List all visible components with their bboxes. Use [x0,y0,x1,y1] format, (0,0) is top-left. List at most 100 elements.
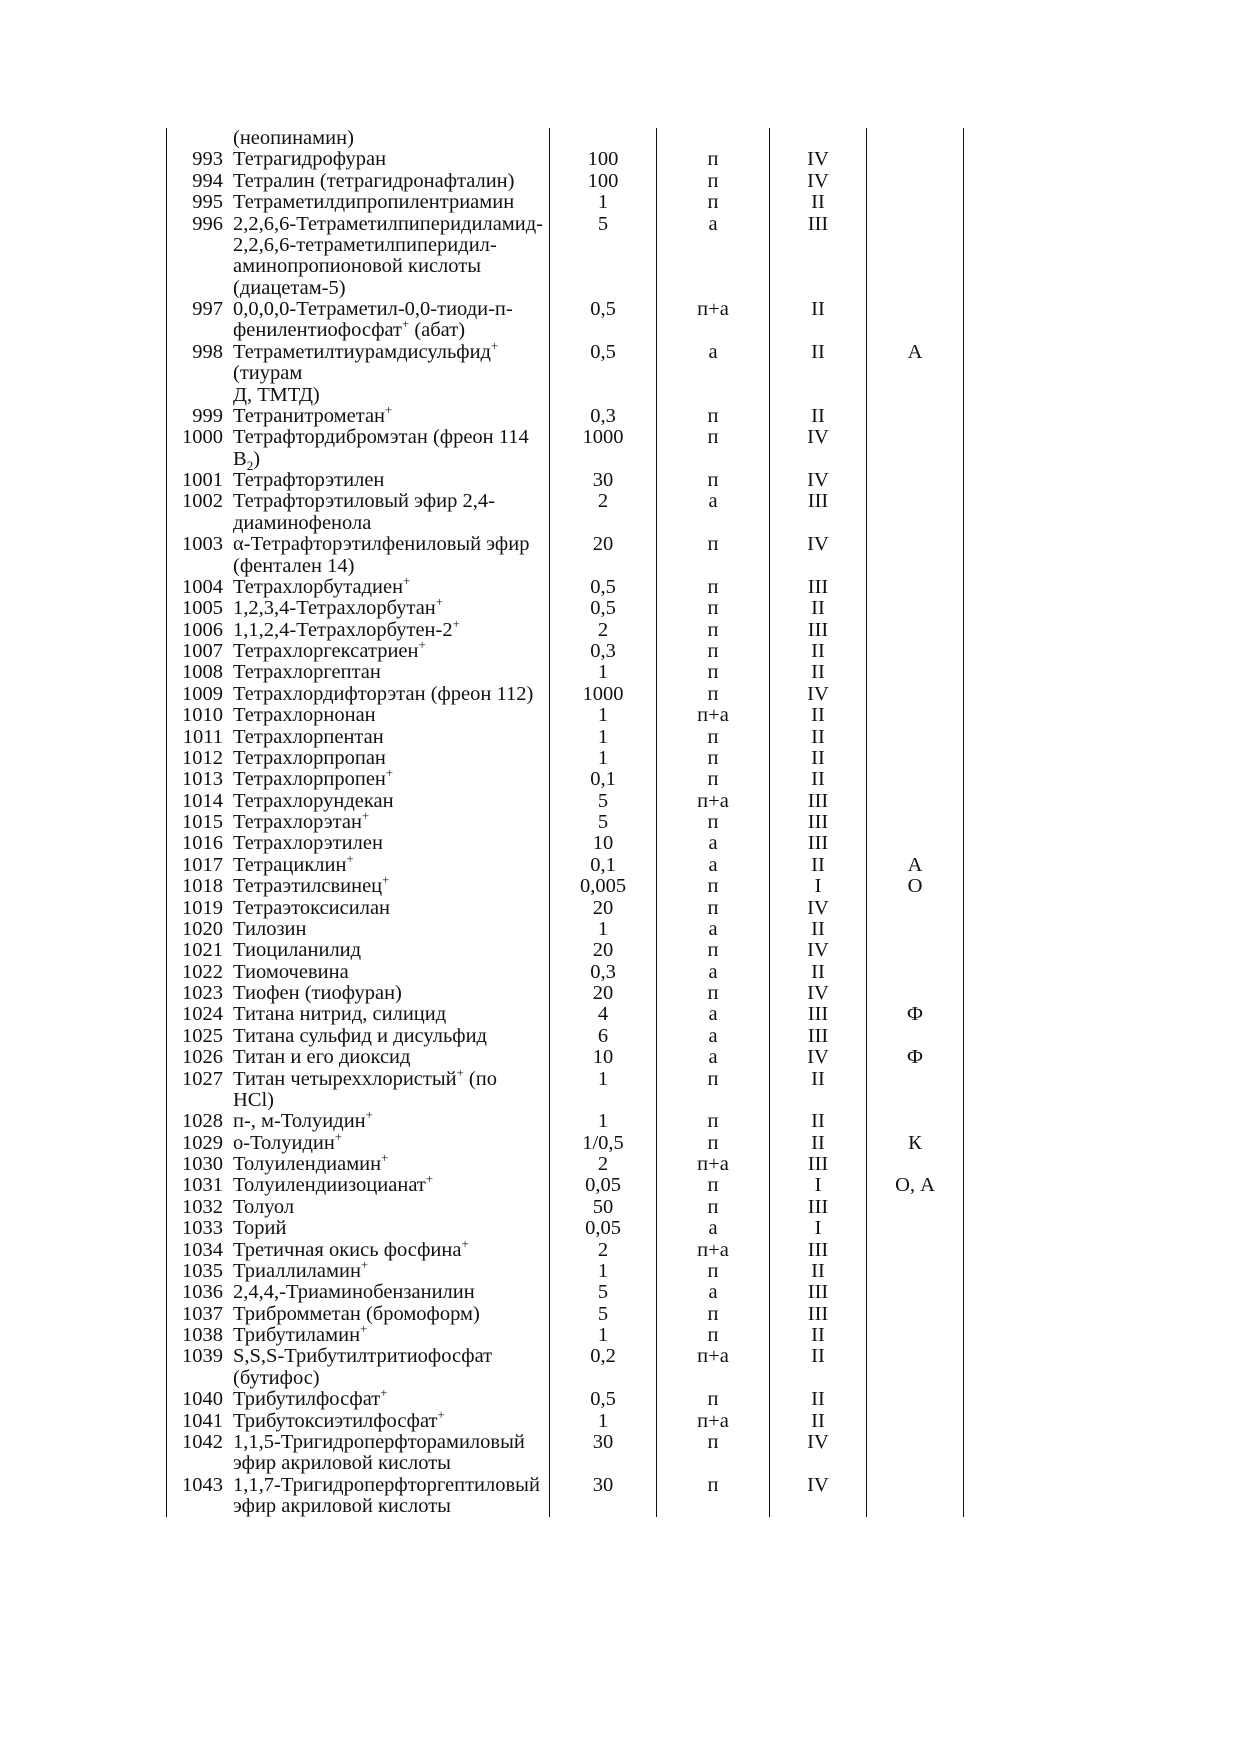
substance-name-line: фенилентиофосфат+ (абат) [233,317,466,342]
cell-mpc-value: 2 [549,491,657,535]
cell-number: 1038 [166,1324,231,1347]
cell-number: 1001 [166,469,231,492]
substance-name: Третичная окись фосфина+ [233,1237,543,1261]
cell-aggregate-state: п [656,683,770,706]
cell-hazard-class: IV [769,427,867,470]
cell-hazard-class: II [769,1346,867,1390]
cell-substance-name: Титан четыреххлористый+ (по HCl) [231,1066,550,1112]
cell-special-effect [866,213,964,299]
substance-name: α-Тетрафторэтилфениловый эфир (фентален 1… [233,533,543,577]
substance-name-line: Тетраметилтиурамдисульфид+ (тиурам [233,338,499,385]
cell-hazard-class: II [769,704,867,727]
table-row: 1006 1,1,2,4-Тетрахлорбутен-2+ 2 п III [166,616,964,641]
cell-mpc-value: 1 [549,1324,657,1347]
cell-special-effect [866,1025,964,1048]
substance-name-line: Тетрахлорэтан+ [233,809,370,833]
cell-substance-name: Тетрахлордифторэтан (фреон 112) [231,683,550,705]
cell-hazard-class: III [769,1196,867,1219]
cell-number: 999 [166,405,231,428]
substance-name-line: Тилозин [233,917,307,940]
cell-number: 1036 [166,1281,231,1304]
cell-special-effect [866,534,964,577]
cell-substance-name: Тетрахлорнонан [231,704,550,726]
substance-name-line: о-Толуидин+ [233,1129,343,1154]
substance-name-line: Тетраметилдипропилентриамин [233,191,515,214]
cell-special-effect [866,1239,964,1261]
superscript-plus-marker: + [425,1172,434,1187]
cell-hazard-class: IV [769,982,867,1005]
substance-name: Трибутоксиэтилфосфат+ [233,1408,543,1432]
table-row: 1039 S,S,S-Трибутилтритиофосфат (бутифос) 0… [166,1345,964,1390]
superscript-plus-marker: + [452,616,460,631]
table-row: 1004 Тетрахлорбутадиен+ 0,5 п III [166,575,964,599]
substance-name-line: (бутифос) [233,1366,320,1389]
cell-number: 1003 [166,533,231,577]
table-row: 1026 Титан и его диоксид 10 а IV Ф [166,1046,964,1069]
cell-special-effect [866,983,964,1005]
table-row: 1007 Тетрахлоргексатриен+ 0,3 п II [166,639,964,663]
cell-mpc-value: 2 [549,1153,657,1176]
cell-substance-name: Тетрациклин+ [231,853,550,876]
substance-name-line: 2,2,6,6-Тетраметилпиперидиламид- [233,212,543,235]
cell-aggregate-state [656,128,770,150]
substance-name: 0,0,0,0-Тетраметил-0,0-тиоди-п-фениленти… [233,298,543,342]
substance-name-line: Толуол [233,1195,295,1218]
substance-name: Тетраэтоксисилан [233,896,543,919]
cell-hazard-class: IV [769,170,867,193]
cell-number: 1021 [166,939,231,962]
cell-mpc-value: 5 [549,790,657,812]
cell-hazard-class: II [769,1410,867,1432]
substance-name-line: диаминофенола [233,511,372,534]
cell-number: 1043 [166,1474,231,1518]
cell-special-effect [866,726,964,748]
cell-number: 1030 [166,1153,231,1176]
cell-hazard-class: II [769,405,867,428]
table-row: 1036 2,4,4,-Триаминобензанилин 5 а III [166,1281,964,1304]
cell-number: 1009 [166,683,231,706]
cell-substance-name: 1,1,2,4-Тетрахлорбутен-2+ [231,616,550,641]
cell-mpc-value: 20 [549,897,657,919]
substance-name-line: α-Тетрафторэтилфениловый эфир [233,533,530,556]
substance-name: Тетрахлорэтан+ [233,809,543,833]
table-row: 993 Тетрагидрофуран 100 п IV [166,148,964,171]
cell-mpc-value: 1 [549,1260,657,1283]
cell-number: 1018 [166,875,231,898]
cell-hazard-class: I [769,1217,867,1240]
substance-name-line: Трибутиламин+ [233,1322,368,1346]
cell-aggregate-state: п [656,1431,770,1475]
cell-aggregate-state: п [656,619,770,641]
cell-special-effect [866,598,964,620]
substance-name-line: Торий [233,1217,287,1240]
cell-aggregate-state: а [656,491,770,535]
cell-hazard-class: III [769,790,867,812]
table-row: 1011 Тетрахлорпентан 1 п II [166,726,964,748]
substance-name-line: Тетрахлоргептан [233,661,381,684]
cell-number: 1023 [166,982,231,1005]
cell-aggregate-state: п [656,597,770,620]
cell-special-effect [866,491,964,535]
substance-name: Титана сульфид и дисульфид [233,1025,543,1047]
substance-name-line: Тетраэтоксисилан [233,896,391,919]
substance-name: Тетрахлорпропен+ [233,767,543,790]
substance-name-line: (диацетам-5) [233,276,346,299]
table-row: 1024 Титана нитрид, силицид 4 а III Ф [166,1003,964,1026]
cell-number: 997 [166,298,231,342]
cell-hazard-class: III [769,213,867,299]
substance-name: 1,1,2,4-Тетрахлорбутен-2+ [233,616,543,641]
substance-name: Тетрафтордибромэтан (фреон 114 В2) [233,427,543,472]
cell-number: 1032 [166,1196,231,1219]
cell-special-effect [866,405,964,428]
table-row: 1038 Трибутиламин+ 1 п II [166,1322,964,1347]
cell-hazard-class: III [769,576,867,599]
substance-name-line: Толуилендиизоцианат+ [233,1172,434,1197]
cell-mpc-value: 1/0,5 [549,1132,657,1154]
table-row: 1022 Тиомочевина 0,3 а II [166,961,964,983]
cell-hazard-class: II [769,1132,867,1154]
cell-special-effect [866,683,964,706]
cell-substance-name: Трибутилфосфат+ [231,1387,550,1410]
substance-name-line: Титан и его диоксид [233,1046,411,1069]
cell-number: 993 [166,148,231,171]
cell-mpc-value: 1 [549,661,657,684]
cell-aggregate-state: п [656,939,770,962]
cell-number: 1029 [166,1132,231,1154]
